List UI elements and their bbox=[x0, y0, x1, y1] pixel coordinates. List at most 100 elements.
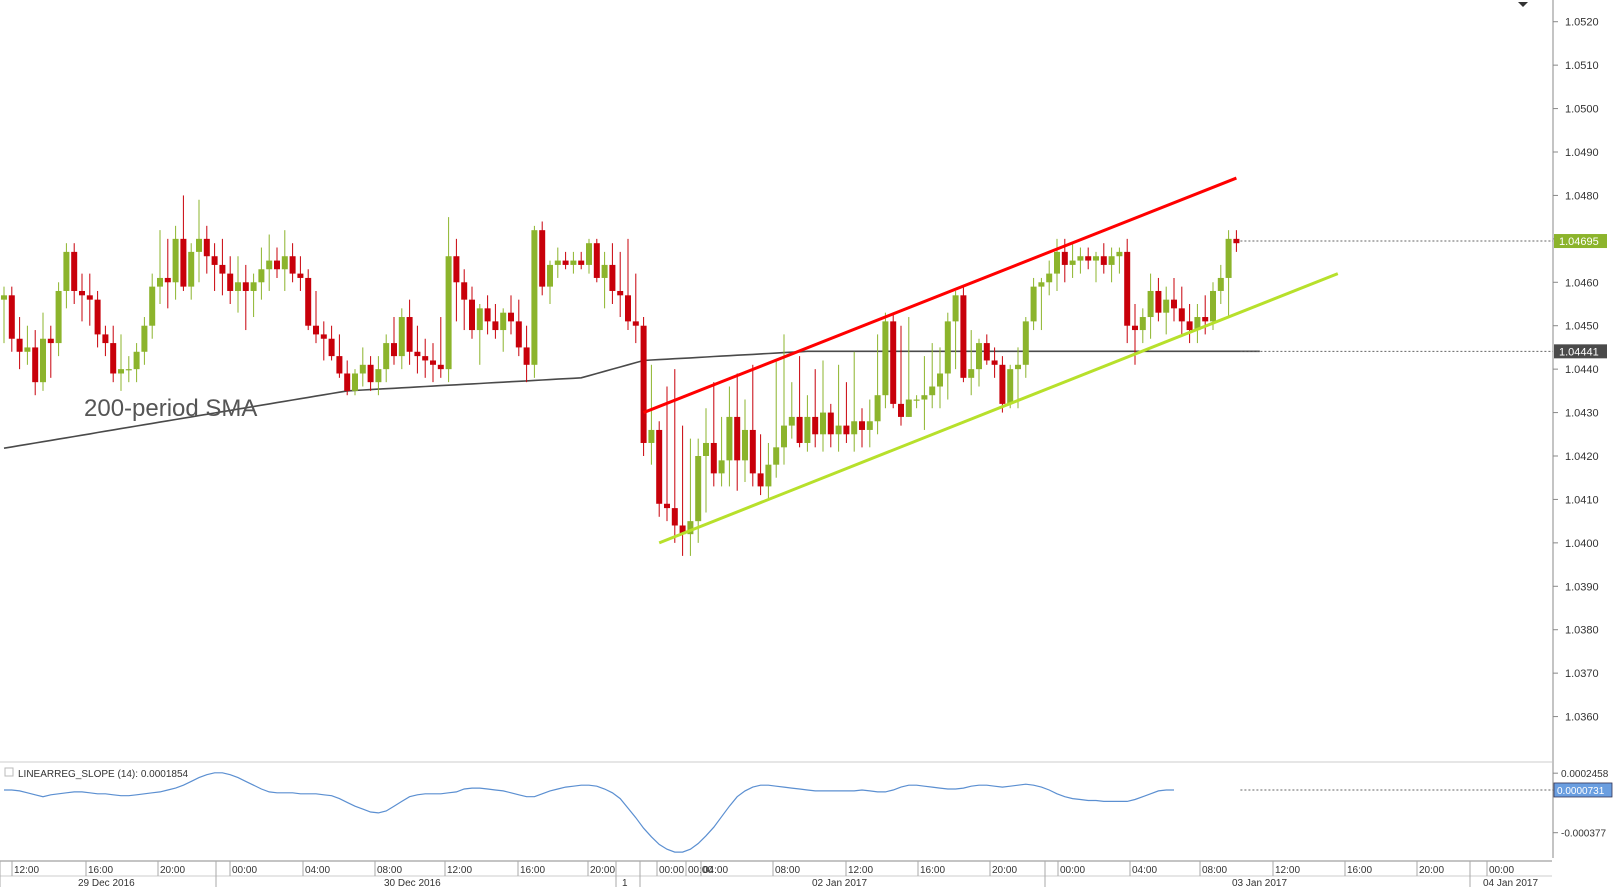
time-tick-label: 00:00 bbox=[659, 865, 684, 876]
time-tick-label: 12:00 bbox=[848, 865, 873, 876]
candle-body-up bbox=[1054, 251, 1060, 274]
candle-body-down bbox=[320, 334, 327, 339]
candle-body-up bbox=[703, 442, 709, 456]
candle-body-down bbox=[734, 416, 741, 461]
indicator-tick-label: 0.0002458 bbox=[1561, 769, 1609, 780]
candle-body-up bbox=[1046, 273, 1053, 283]
sma-label: 200-period SMA bbox=[84, 395, 257, 422]
candle-body-down bbox=[1155, 290, 1162, 313]
time-tick-label: 00:00 bbox=[1489, 865, 1514, 876]
time-tick-label: 00:00 bbox=[1060, 865, 1085, 876]
candle-body-up bbox=[1093, 256, 1099, 261]
candle-body-up bbox=[921, 395, 928, 400]
price-tick-label: 1.0440 bbox=[1565, 364, 1599, 376]
candle-body-up bbox=[882, 321, 889, 396]
candle-body-down bbox=[274, 260, 280, 270]
candle-body-up bbox=[383, 343, 390, 370]
candle-body-up bbox=[570, 260, 577, 265]
time-tick-label: 16:00 bbox=[88, 865, 113, 876]
candle-body-up bbox=[547, 264, 553, 287]
candle-body-up bbox=[1210, 290, 1216, 322]
candle-body-up bbox=[929, 386, 936, 396]
candle-body-up bbox=[55, 290, 62, 344]
candle-body-up bbox=[1, 295, 7, 300]
candle-body-down bbox=[960, 295, 967, 378]
candle-body-down bbox=[461, 282, 468, 300]
candle-body-down bbox=[180, 238, 187, 287]
price-tick-label: 1.0370 bbox=[1565, 668, 1599, 680]
candle-body-up bbox=[1139, 317, 1146, 331]
date-label: 02 Jan 2017 bbox=[812, 878, 867, 887]
candle-body-down bbox=[757, 473, 764, 487]
sma-200-line bbox=[3, 350, 1260, 449]
candle-body-down bbox=[827, 412, 834, 435]
candle-body-up bbox=[913, 399, 920, 401]
indicator-toggle-icon bbox=[4, 767, 14, 777]
candle-body-down bbox=[999, 364, 1006, 404]
candle-body-down bbox=[578, 260, 585, 265]
candle-body-up bbox=[586, 243, 592, 265]
candle-body-down bbox=[297, 273, 304, 278]
candle-body-down bbox=[219, 264, 226, 274]
candle-body-down bbox=[632, 321, 639, 326]
date-label: 29 Dec 2016 bbox=[78, 878, 135, 887]
candle-body-up bbox=[1217, 277, 1224, 291]
candle-body-up bbox=[40, 338, 46, 383]
candle-body-down bbox=[79, 290, 85, 296]
candle-body-up bbox=[500, 312, 507, 331]
candle-body-down bbox=[289, 256, 296, 274]
candle-body-down bbox=[469, 299, 475, 331]
candle-body-down bbox=[983, 343, 990, 361]
candle-body-down bbox=[749, 429, 756, 474]
candle-body-down bbox=[414, 351, 421, 357]
date-label: 03 Jan 2017 bbox=[1232, 878, 1287, 887]
candle-body-down bbox=[796, 416, 803, 443]
candle-body-down bbox=[484, 308, 491, 322]
candle-body-down bbox=[102, 334, 109, 344]
indicator-tick-label: -0.000377 bbox=[1561, 829, 1606, 840]
price-tick-label: 1.0500 bbox=[1565, 104, 1599, 116]
candle-body-down bbox=[640, 325, 647, 443]
indicator-label: LINEARREG_SLOPE (14): 0.0001854 bbox=[18, 769, 189, 780]
candle-body-down bbox=[515, 321, 522, 348]
candle-body-down bbox=[437, 364, 444, 370]
candle-body-down bbox=[664, 503, 670, 509]
candle-body-up bbox=[1069, 260, 1076, 265]
candle-body-up bbox=[1225, 238, 1232, 278]
price-tick-label: 1.0390 bbox=[1565, 581, 1599, 593]
candle-body-up bbox=[172, 238, 179, 283]
candle-body-down bbox=[671, 508, 678, 526]
candle-body-up bbox=[820, 412, 826, 435]
candle-body-up bbox=[1108, 256, 1115, 265]
candle-body-up bbox=[804, 416, 811, 443]
trendline bbox=[643, 176, 1237, 414]
candle-body-up bbox=[157, 277, 163, 287]
candle-body-down bbox=[1100, 256, 1107, 265]
candle-body-up bbox=[133, 351, 140, 370]
price-tick-label: 1.0380 bbox=[1565, 625, 1599, 637]
candle-body-up bbox=[125, 369, 132, 371]
candle-body-up bbox=[976, 343, 982, 370]
candle-body-down bbox=[242, 282, 249, 291]
current-price-badge bbox=[1554, 234, 1607, 249]
candle-body-down bbox=[890, 321, 897, 404]
candle-body-down bbox=[710, 442, 717, 474]
candle-body-down bbox=[625, 295, 631, 322]
candle-body-down bbox=[32, 347, 39, 383]
candle-body-up bbox=[1194, 317, 1201, 331]
candle-body-down bbox=[523, 347, 530, 365]
candle-body-up bbox=[531, 230, 538, 365]
price-tick-label: 1.0480 bbox=[1565, 190, 1599, 202]
candle-body-up bbox=[1007, 369, 1014, 404]
candle-body-up bbox=[445, 256, 452, 370]
candle-body-up bbox=[726, 416, 733, 461]
candle-body-down bbox=[679, 525, 686, 535]
candle-body-up bbox=[695, 456, 702, 522]
candle-body-down bbox=[1202, 317, 1209, 322]
price-tick-label: 1.0460 bbox=[1565, 277, 1599, 289]
candle-body-up bbox=[266, 260, 273, 270]
indicator-current-badge bbox=[1553, 782, 1613, 798]
candle-body-down bbox=[94, 299, 101, 335]
time-tick-label: 08:00 bbox=[775, 865, 800, 876]
